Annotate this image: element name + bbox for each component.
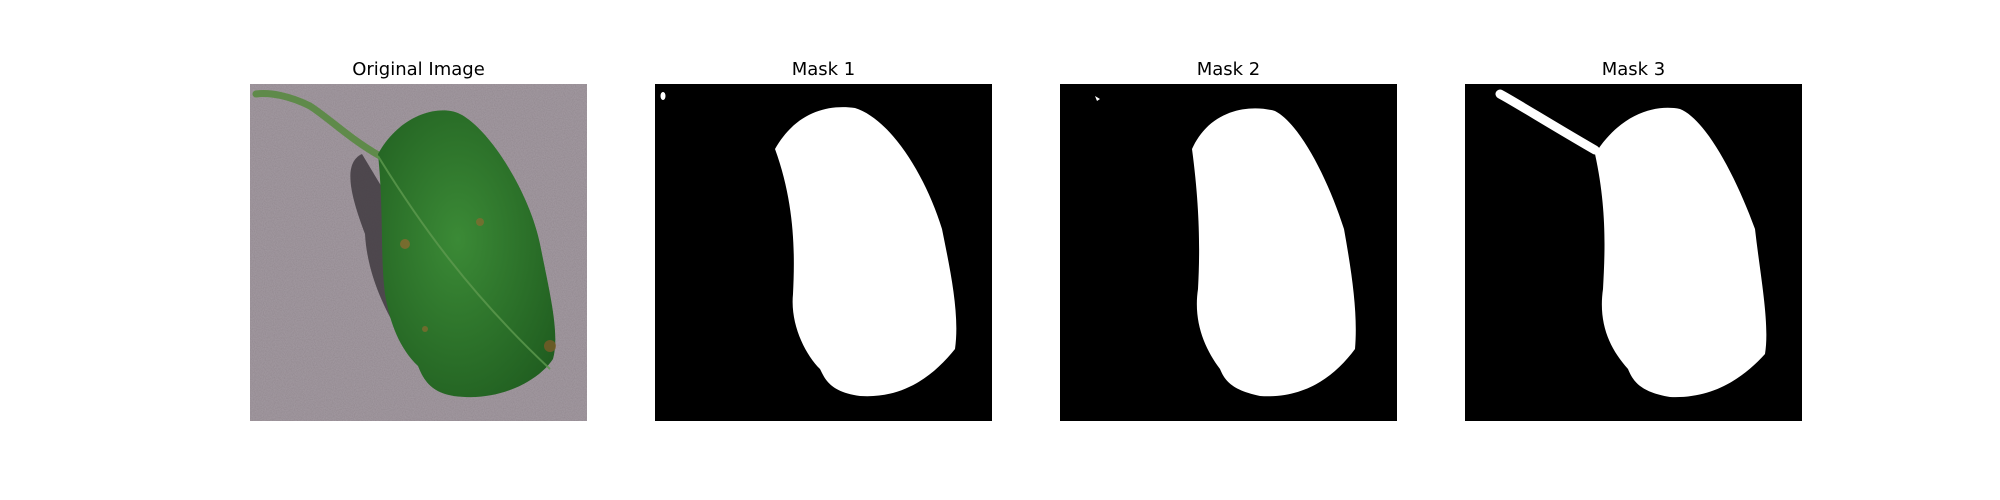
mask-2-image [1060, 84, 1397, 421]
mask-3-image [1465, 84, 1802, 421]
panel-title: Mask 1 [791, 59, 856, 80]
panel-title: Original Image [352, 59, 485, 80]
mask-1-image [655, 84, 992, 421]
panel-title: Mask 3 [1601, 59, 1666, 80]
panel-mask-3: Mask 3 [1465, 52, 1802, 432]
panel-mask-2: Mask 2 [1060, 52, 1397, 432]
panel-mask-1: Mask 1 [655, 52, 992, 432]
original-leaf-image [250, 84, 587, 421]
panel-title: Mask 2 [1196, 59, 1261, 80]
panel-original: Original Image [250, 52, 587, 432]
